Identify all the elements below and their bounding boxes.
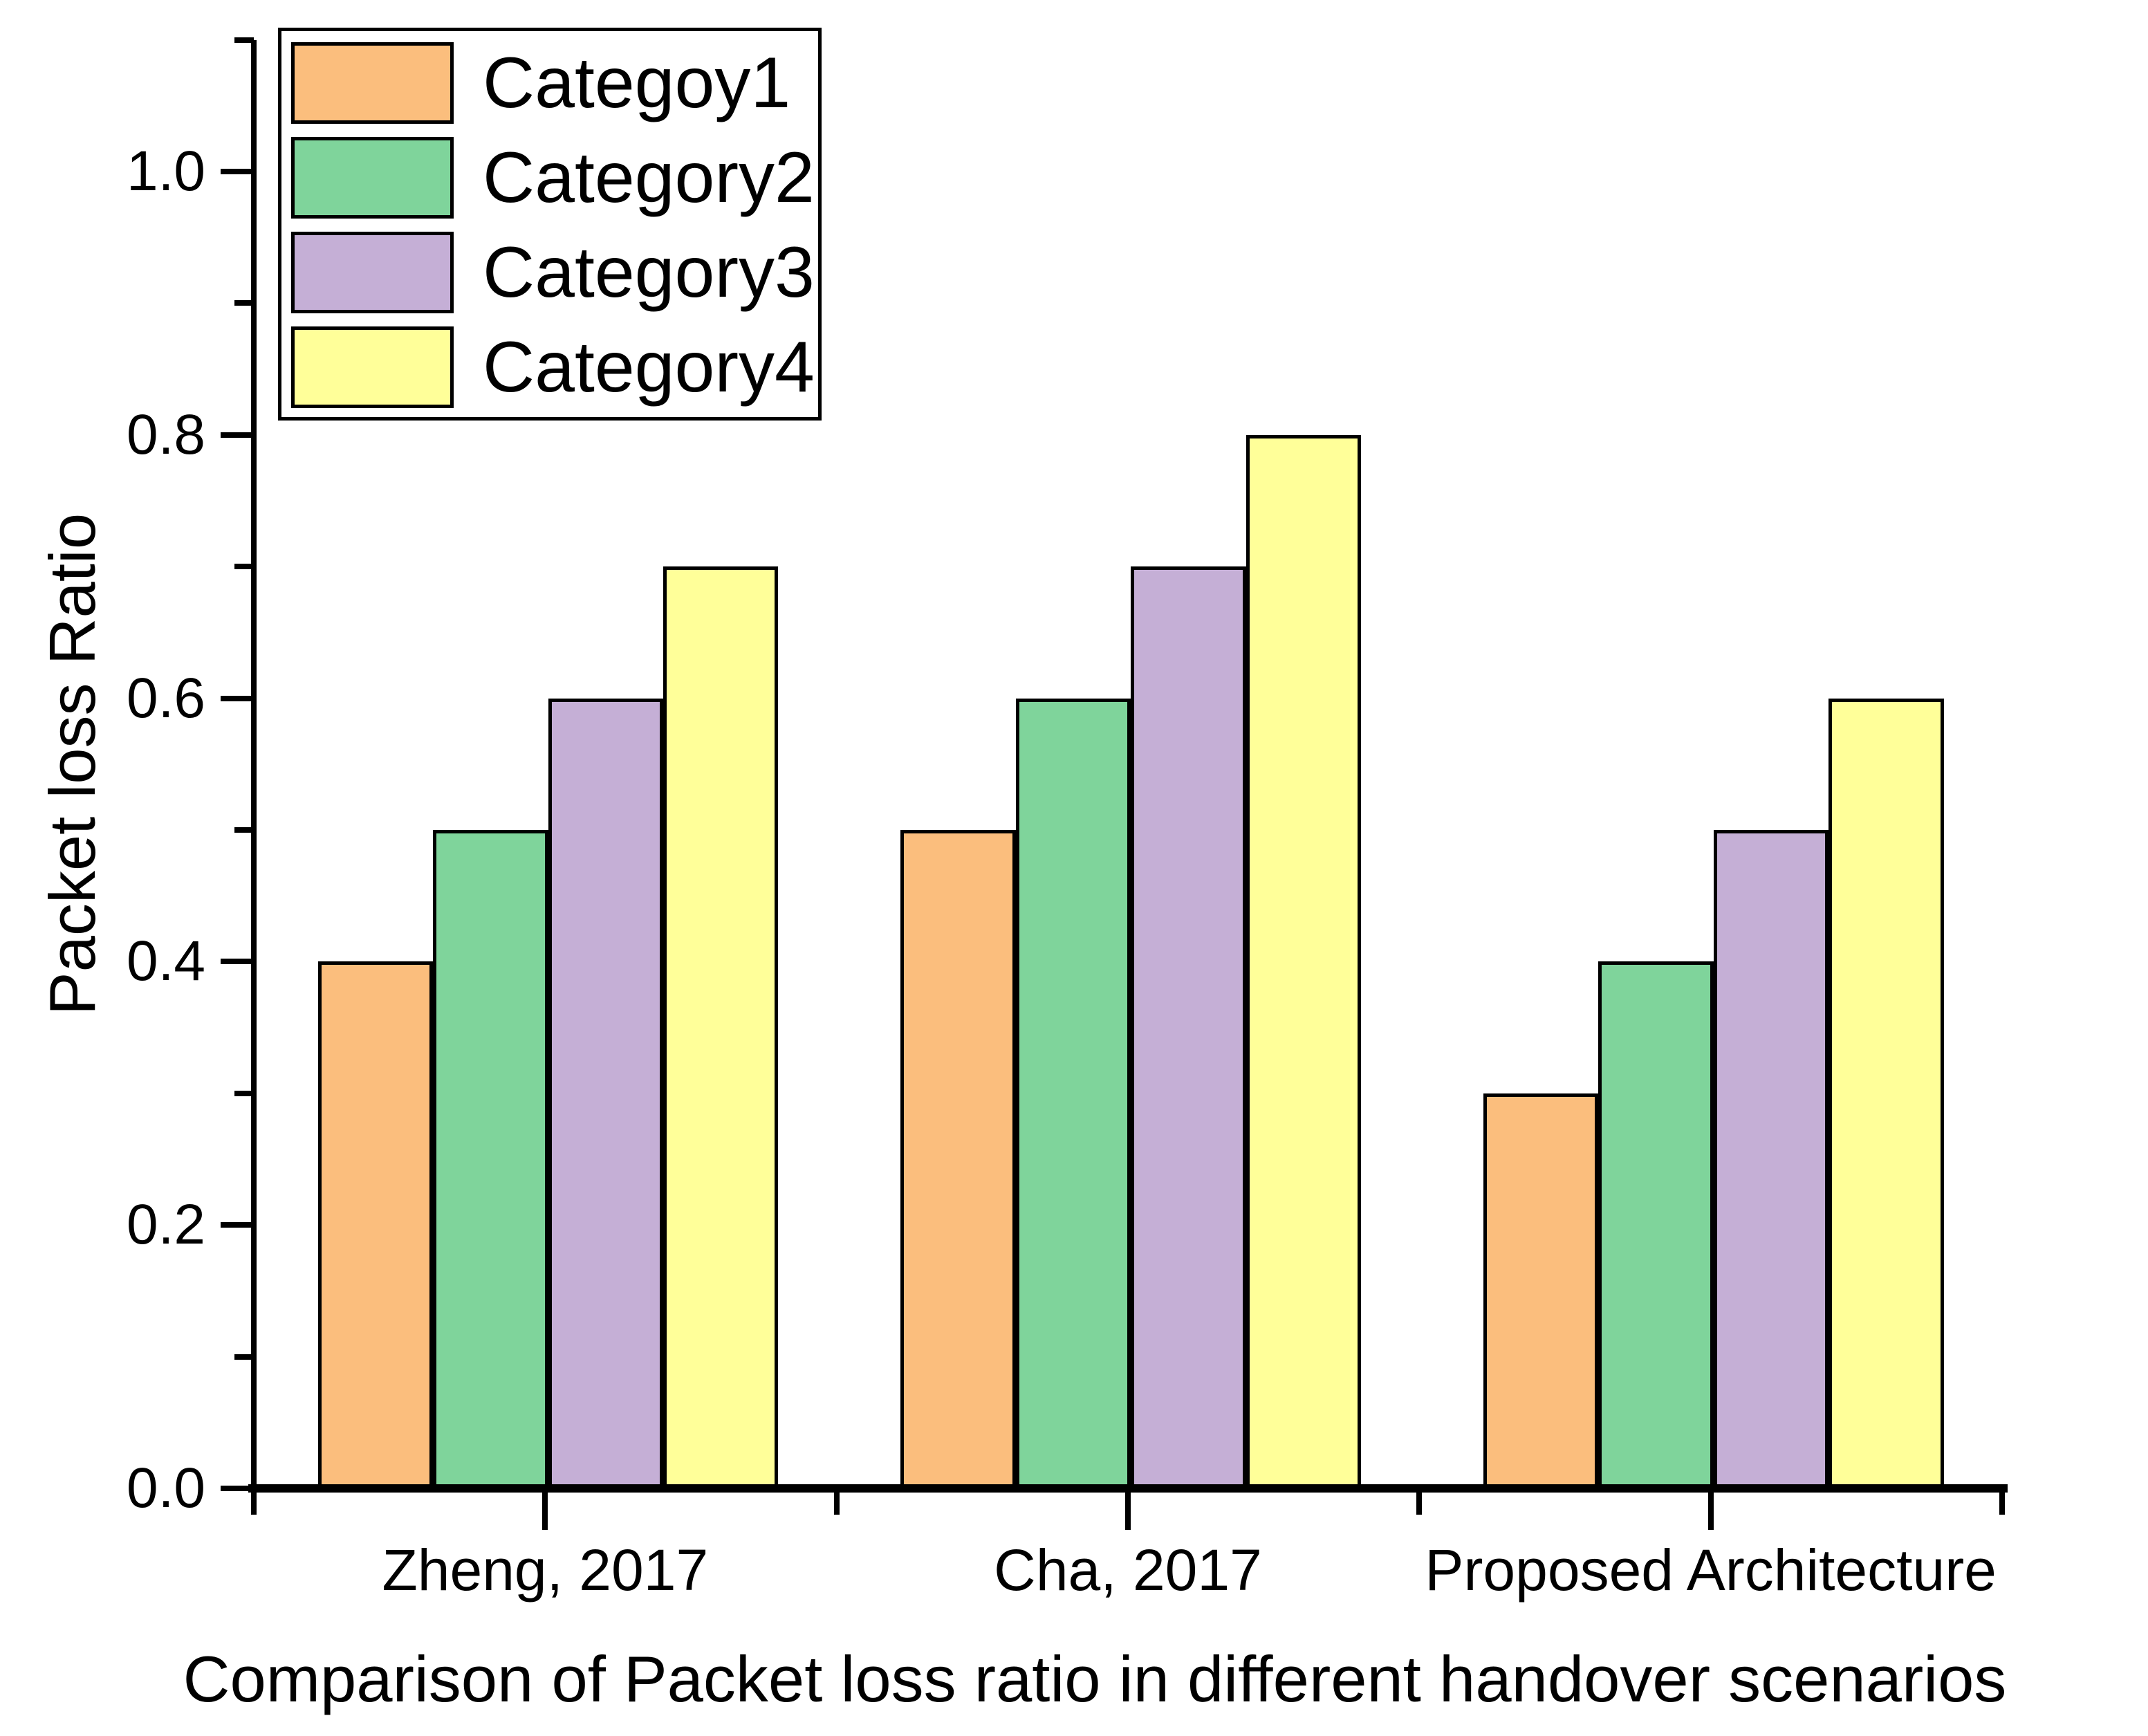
legend-item: Category3: [291, 225, 818, 320]
bar: [900, 830, 1016, 1493]
y-minor-tick: [234, 827, 254, 833]
y-minor-tick: [234, 300, 254, 306]
x-minor-tick: [833, 1493, 840, 1515]
bar: [663, 566, 779, 1493]
y-minor-tick: [234, 564, 254, 570]
legend-color-swatch: [291, 41, 454, 124]
legend-label: Categoy1: [483, 42, 791, 123]
y-tick-label: 0.4: [127, 930, 205, 993]
y-tick-label: 1.0: [127, 140, 205, 203]
bar: [548, 698, 663, 1493]
bar: [1131, 566, 1246, 1493]
x-major-tick: [1125, 1493, 1131, 1530]
y-minor-tick: [234, 1090, 254, 1096]
x-category-label: Proposed Architecture: [1425, 1538, 1997, 1603]
legend-label: Category4: [483, 326, 815, 407]
legend: Categoy1 Category2 Category3 Category4: [278, 28, 822, 421]
x-minor-tick: [1999, 1493, 2005, 1515]
y-major-tick: [221, 695, 254, 701]
legend-color-swatch: [291, 326, 454, 408]
bar: [1483, 1093, 1599, 1493]
bar: [317, 961, 434, 1493]
y-minor-tick: [234, 1354, 254, 1360]
bar: [433, 830, 548, 1493]
legend-label: Category3: [483, 232, 815, 313]
legend-color-swatch: [291, 136, 454, 219]
y-major-tick: [221, 1486, 254, 1491]
x-minor-tick: [251, 1493, 257, 1515]
y-axis-title: Packet loss Ratio: [36, 513, 109, 1016]
legend-item: Categoy1: [291, 35, 818, 130]
bar: [1828, 698, 1944, 1493]
y-major-tick: [221, 1222, 254, 1228]
y-tick-label: 0.8: [127, 403, 205, 466]
x-axis-line: [248, 1484, 2008, 1493]
legend-color-swatch: [291, 231, 454, 313]
x-category-label: Cha, 2017: [994, 1538, 1262, 1603]
y-major-tick: [221, 959, 254, 965]
bar: [1713, 830, 1829, 1493]
y-major-tick: [221, 432, 254, 438]
x-category-label: Zheng, 2017: [382, 1538, 709, 1603]
bar: [1598, 961, 1714, 1493]
legend-label: Category2: [483, 137, 815, 218]
legend-item: Category2: [291, 130, 818, 225]
y-major-tick: [221, 169, 254, 174]
y-tick-label: 0.0: [127, 1457, 205, 1520]
y-tick-label: 0.2: [127, 1193, 205, 1257]
y-minor-tick: [234, 37, 254, 43]
x-minor-tick: [1416, 1493, 1423, 1515]
bar: [1246, 434, 1362, 1493]
y-axis-line: [251, 39, 257, 1493]
chart-title: Comparison of Packet loss ratio in diffe…: [183, 1643, 2007, 1715]
y-tick-label: 0.6: [127, 666, 205, 730]
x-major-tick: [542, 1493, 548, 1530]
legend-item: Category4: [291, 320, 818, 414]
bar: [1015, 698, 1131, 1493]
x-major-tick: [1707, 1493, 1714, 1530]
